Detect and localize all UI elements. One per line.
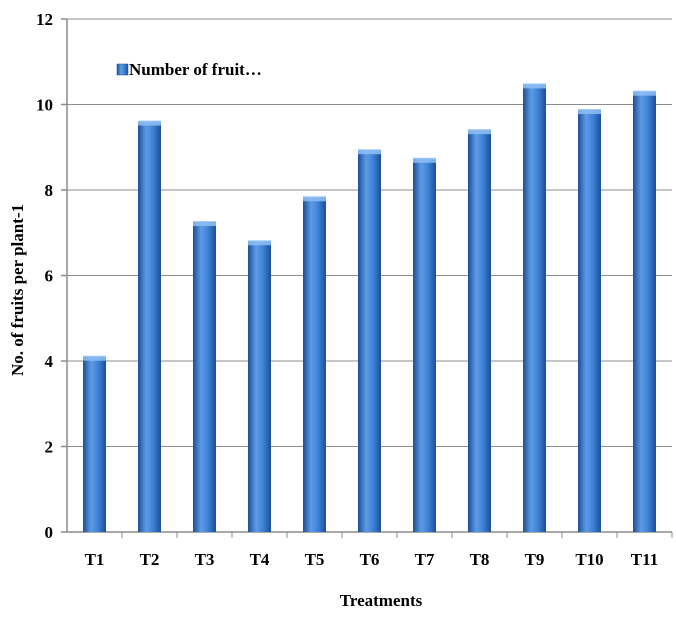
bar-top xyxy=(468,129,491,135)
x-tick-label: T6 xyxy=(360,550,380,569)
x-tick-label: T11 xyxy=(631,550,658,569)
bar xyxy=(83,356,106,532)
x-tick-labels: T1 T2 T3 T4 T5 T6 T7 T8 T9 T10 T11 xyxy=(85,550,659,569)
y-tick-label: 2 xyxy=(45,438,54,457)
bar-t2 xyxy=(138,120,161,532)
x-tick-label: T8 xyxy=(470,550,490,569)
x-tick-label: T3 xyxy=(195,550,215,569)
x-tick-label: T4 xyxy=(250,550,270,569)
bar xyxy=(578,110,601,533)
bar-t9 xyxy=(523,83,546,532)
bar-top xyxy=(578,109,601,115)
y-axis-title: No. of fruits per plant-1 xyxy=(8,204,27,376)
bar-t4 xyxy=(248,240,271,533)
bar-t1 xyxy=(83,355,106,532)
bar-t5 xyxy=(303,196,326,532)
bar-t3 xyxy=(193,221,216,532)
bar xyxy=(413,158,436,533)
bars xyxy=(83,83,656,533)
x-tick-label: T2 xyxy=(140,550,160,569)
bar xyxy=(193,222,216,532)
bar-top xyxy=(523,83,546,89)
bar-t6 xyxy=(358,149,381,532)
x-tick-label: T10 xyxy=(575,550,603,569)
x-axis-title: Treatments xyxy=(340,591,423,610)
x-tick-label: T9 xyxy=(525,550,545,569)
x-tick-label: T1 xyxy=(85,550,105,569)
y-tick-label: 0 xyxy=(45,523,54,542)
bar-t10 xyxy=(578,109,601,533)
bar-top xyxy=(83,355,106,361)
bar xyxy=(468,130,491,532)
y-tick-label: 12 xyxy=(36,10,53,29)
bar-top xyxy=(248,240,271,246)
bar-top xyxy=(413,157,436,163)
y-tick-label: 10 xyxy=(36,96,53,115)
y-tick-label: 8 xyxy=(45,181,54,200)
bar xyxy=(633,91,656,533)
bar-top xyxy=(193,221,216,227)
y-tick-label: 6 xyxy=(45,267,54,286)
legend-swatch xyxy=(116,63,129,76)
legend: Number of fruit… xyxy=(116,60,262,79)
y-tick-label: 4 xyxy=(45,352,54,371)
x-tick-label: T7 xyxy=(415,550,435,569)
bar-t11 xyxy=(633,90,656,533)
bar xyxy=(303,197,326,532)
bar-top xyxy=(358,149,381,155)
bar-top xyxy=(633,90,656,96)
bar xyxy=(523,84,546,532)
bar xyxy=(248,241,271,533)
legend-label: Number of fruit… xyxy=(129,60,262,79)
bar-top xyxy=(303,196,326,202)
bar-t7 xyxy=(413,157,436,533)
x-tick-label: T5 xyxy=(305,550,325,569)
bar-t8 xyxy=(468,129,491,532)
bar-top xyxy=(138,120,161,126)
y-tick-labels: 0 2 4 6 8 10 12 xyxy=(36,10,54,542)
bar xyxy=(358,150,381,532)
bar xyxy=(138,121,161,532)
